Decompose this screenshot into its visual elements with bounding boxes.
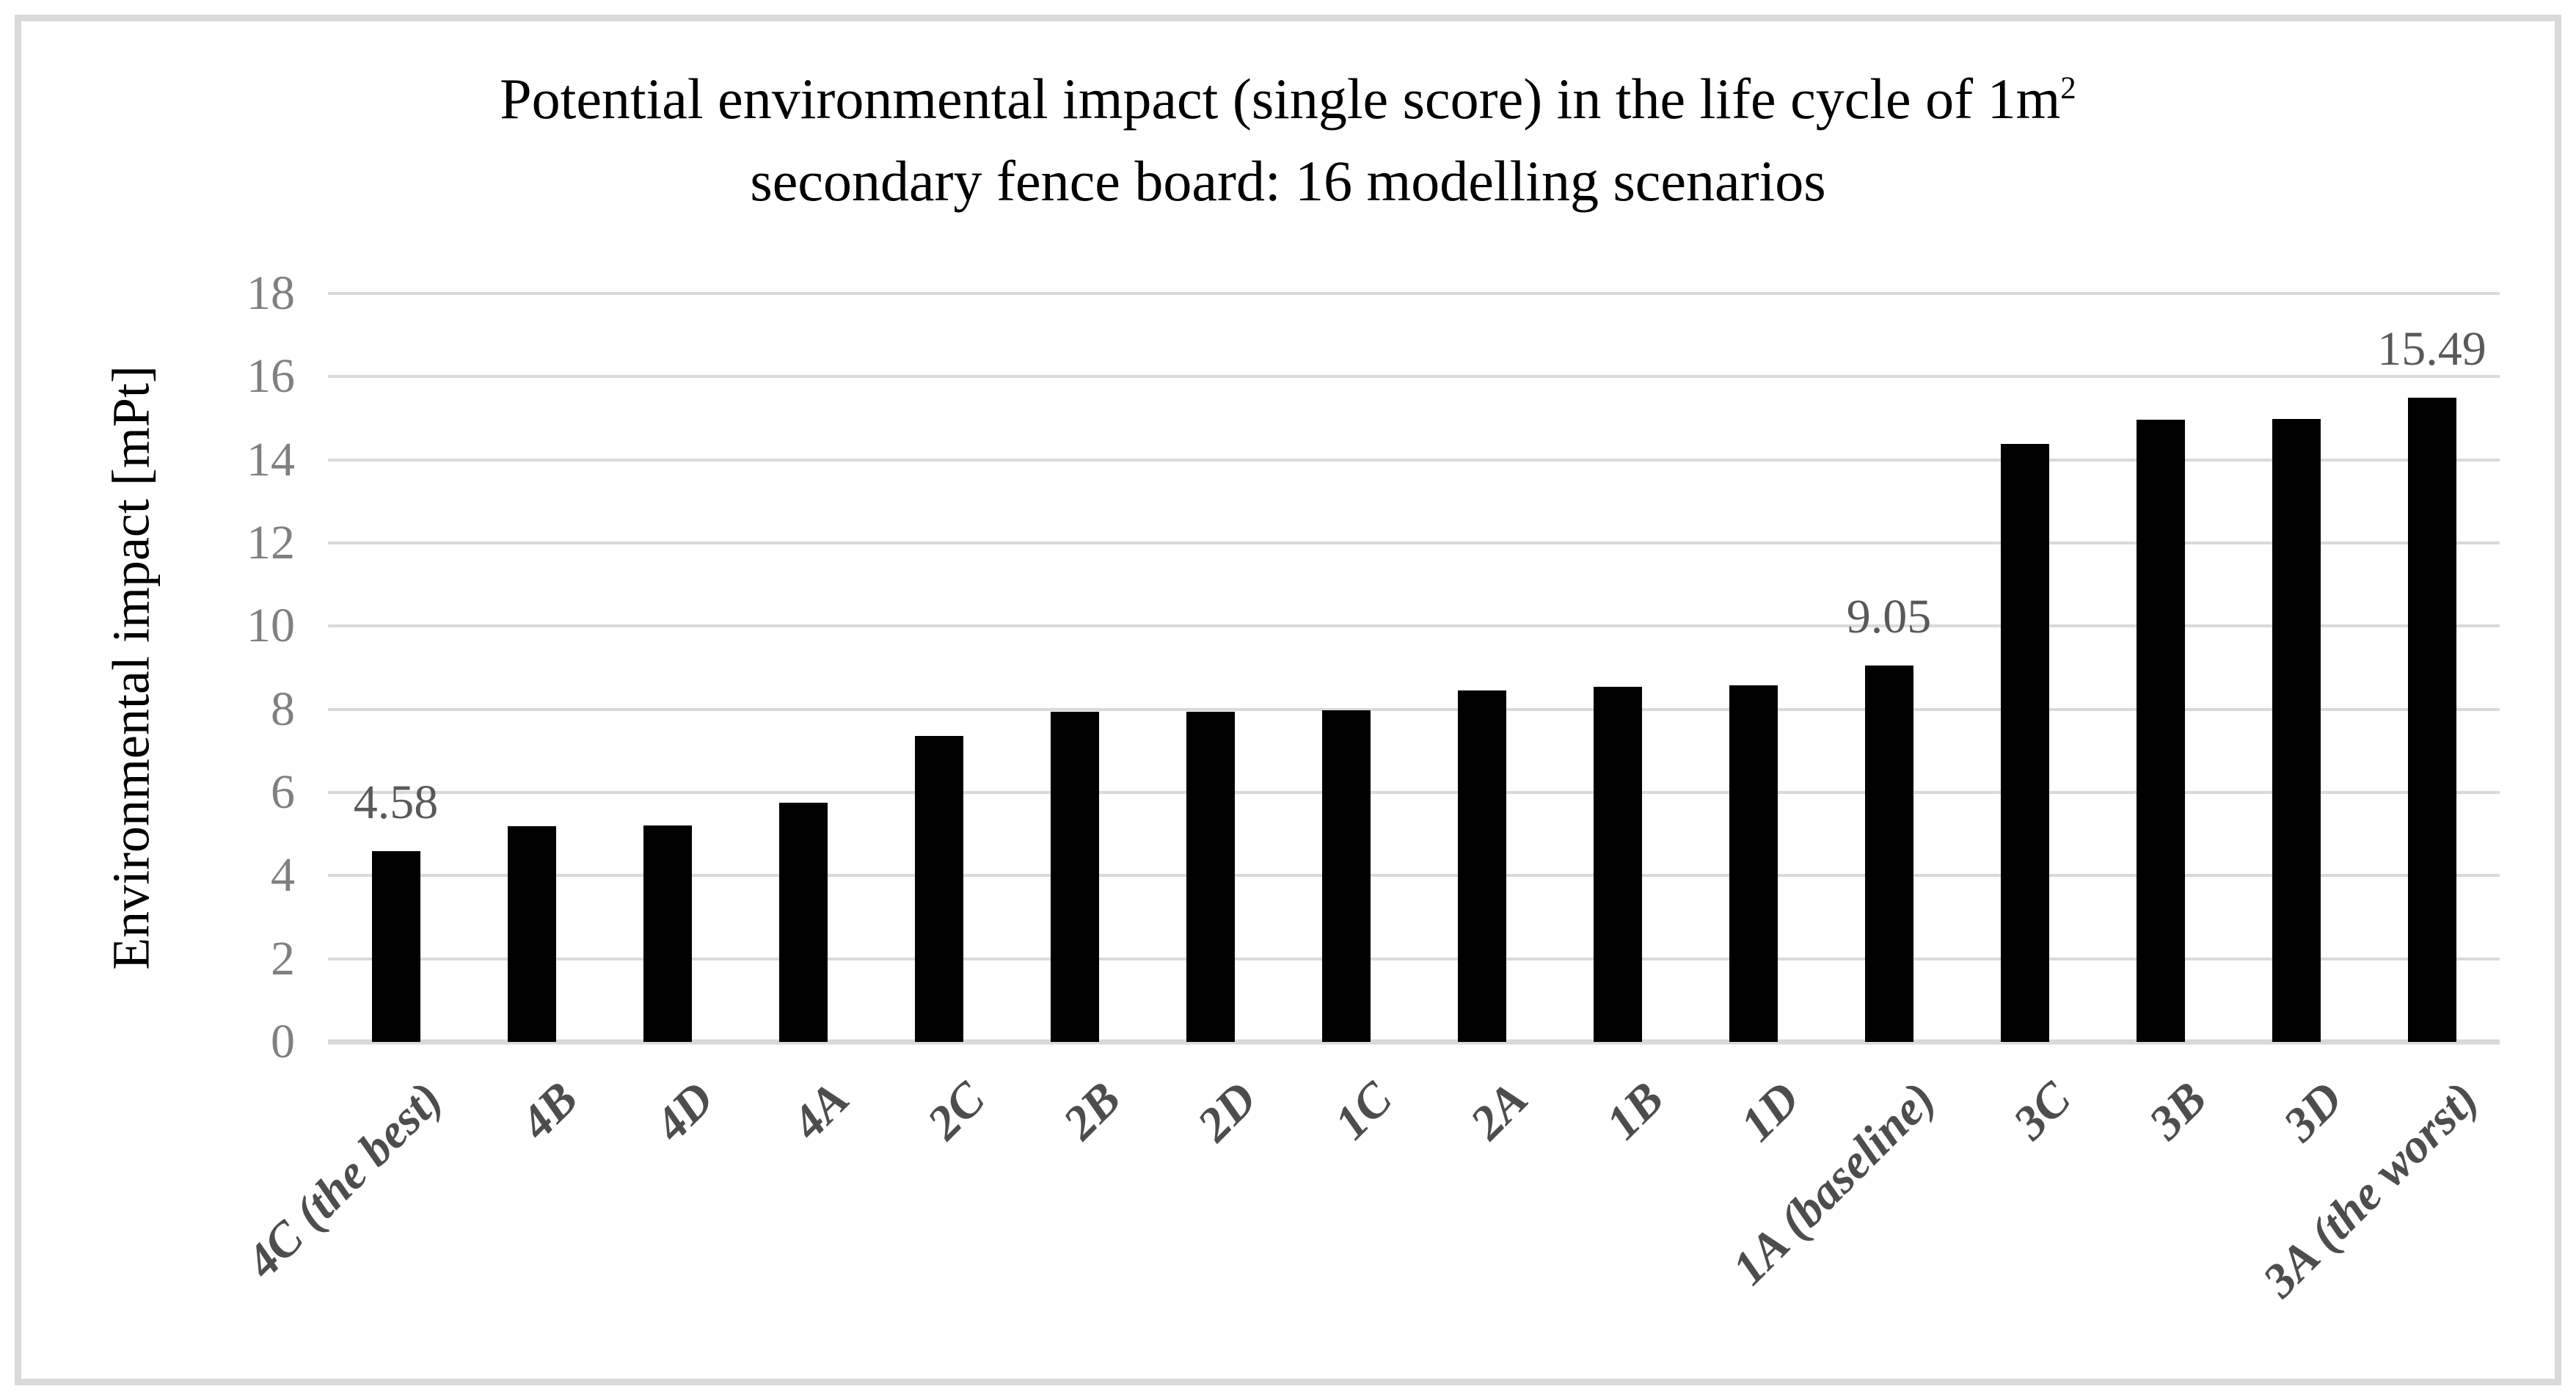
x-category-label-2B: 2B	[1053, 1071, 1131, 1150]
y-tick-label-4: 4	[271, 848, 295, 903]
x-category-label-1C: 1C	[1324, 1071, 1403, 1150]
x-category-label-4B: 4B	[510, 1071, 588, 1150]
bar-3D	[2272, 419, 2321, 1042]
gridline-y14	[328, 458, 2500, 462]
gridline-y16	[328, 375, 2500, 379]
y-tick-label-10: 10	[247, 599, 295, 653]
title-line-1: Potential environmental impact (single s…	[21, 58, 2555, 140]
gridline-y2	[328, 957, 2500, 960]
bar-4A	[778, 802, 828, 1042]
bar-3C	[2000, 444, 2049, 1042]
bar-2D	[1186, 711, 1235, 1042]
gridline-y10	[328, 624, 2500, 628]
bar-4C (the best)	[371, 851, 420, 1042]
x-category-label-3C: 3C	[2003, 1071, 2081, 1150]
plot-area: 4.58 9.05 15.49	[328, 292, 2500, 1045]
y-tick-label-14: 14	[247, 432, 295, 486]
y-tick-label-18: 18	[247, 266, 295, 320]
y-tick-label-6: 6	[271, 765, 295, 819]
y-tick-label-8: 8	[271, 682, 295, 736]
x-category-label-4C (the best): 4C (the best)	[236, 1071, 453, 1289]
gridline-y18	[328, 292, 2500, 295]
bar-2B	[1050, 712, 1099, 1042]
bar-2C	[914, 735, 963, 1042]
title-superscript: 2	[2060, 71, 2076, 106]
x-category-label-3B: 3B	[2139, 1071, 2217, 1150]
bar-4B	[507, 825, 556, 1042]
bar-1B	[1593, 687, 1642, 1042]
x-category-label-2A: 2A	[1460, 1071, 1539, 1150]
x-category-label-4D: 4D	[644, 1071, 724, 1152]
gridline-y0	[328, 1039, 2500, 1045]
y-tick-label-2: 2	[271, 931, 295, 985]
gridline-y8	[328, 707, 2500, 711]
y-tick-label-0: 0	[271, 1015, 295, 1068]
gridline-y6	[328, 791, 2500, 794]
bar-2A	[1457, 690, 1506, 1042]
title-line-2: secondary fence board: 16 modelling scen…	[750, 149, 1826, 213]
data-label-4C (the best): 4.58	[353, 776, 439, 830]
bar-3B	[2136, 419, 2185, 1042]
x-category-label-4A: 4A	[781, 1071, 860, 1150]
bar-1A (baseline)	[1864, 666, 1913, 1042]
x-category-label-1B: 1B	[1596, 1071, 1674, 1150]
bar-1C	[1321, 710, 1371, 1042]
chart-frame: Potential environmental impact (single s…	[15, 15, 2561, 1385]
y-tick-label-12: 12	[247, 516, 295, 569]
gridline-y12	[328, 542, 2500, 544]
x-category-label-3D: 3D	[2273, 1071, 2353, 1152]
gridline-y4	[328, 874, 2500, 878]
x-category-label-2C: 2C	[917, 1071, 996, 1150]
bar-3A (the worst)	[2407, 398, 2456, 1042]
bar-1D	[1729, 685, 1778, 1042]
y-tick-label-16: 16	[247, 349, 295, 404]
data-label-1A (baseline): 9.05	[1846, 590, 1932, 644]
x-category-label-2D: 2D	[1187, 1071, 1267, 1152]
bar-4D	[643, 825, 692, 1042]
chart-title: Potential environmental impact (single s…	[21, 58, 2555, 222]
data-label-3A (the worst): 15.49	[2377, 322, 2486, 376]
x-category-label-1D: 1D	[1730, 1071, 1810, 1152]
title-line-1-text: Potential environmental impact (single s…	[500, 67, 2061, 131]
